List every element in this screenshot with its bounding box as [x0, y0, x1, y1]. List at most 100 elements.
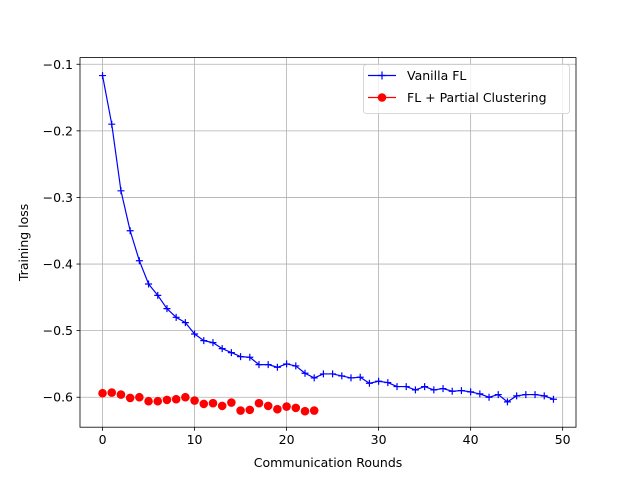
legend-label-vanilla-fl: Vanilla FL — [407, 68, 466, 83]
data-point-vanilla-fl — [163, 305, 171, 313]
data-point-vanilla-fl — [200, 337, 208, 345]
legend: Vanilla FL FL + Partial Clustering — [363, 64, 570, 114]
data-point-vanilla-fl — [292, 362, 300, 370]
data-point-vanilla-fl — [513, 392, 521, 400]
data-point-fl-partial-clustering — [309, 406, 319, 415]
data-point-vanilla-fl — [375, 377, 383, 385]
data-point-vanilla-fl — [283, 360, 291, 368]
data-point-vanilla-fl — [356, 373, 364, 381]
data-point-fl-partial-clustering — [208, 398, 218, 408]
data-point-fl-partial-clustering — [245, 405, 255, 415]
y-tick-label: −0.2 — [43, 123, 73, 138]
legend-label-partial-clustering: FL + Partial Clustering — [407, 90, 547, 105]
data-point-vanilla-fl — [218, 345, 226, 353]
data-point-vanilla-fl — [531, 391, 539, 399]
x-tick-label: 40 — [463, 432, 479, 447]
y-tick-label: −0.4 — [43, 257, 73, 272]
data-point-vanilla-fl — [421, 383, 429, 391]
data-point-fl-partial-clustering — [300, 406, 310, 416]
data-point-vanilla-fl — [264, 361, 272, 369]
legend-marker-partial-clustering — [377, 93, 387, 102]
data-point-fl-partial-clustering — [153, 396, 163, 406]
data-point-vanilla-fl — [393, 383, 401, 391]
legend-marker-vanilla-fl — [378, 71, 386, 80]
data-point-vanilla-fl — [347, 374, 355, 382]
data-point-vanilla-fl — [246, 353, 254, 361]
plot-frame — [79, 57, 577, 428]
x-tick-label: 30 — [371, 432, 387, 447]
data-point-fl-partial-clustering — [125, 393, 135, 403]
y-tick-label: −0.5 — [43, 323, 73, 338]
data-point-vanilla-fl — [145, 280, 153, 288]
data-point-fl-partial-clustering — [98, 388, 107, 398]
x-tick-label: 50 — [555, 432, 571, 447]
plot-series — [98, 72, 557, 416]
data-point-vanilla-fl — [329, 370, 337, 378]
data-point-vanilla-fl — [209, 339, 217, 347]
data-point-vanilla-fl — [430, 386, 438, 394]
data-point-vanilla-fl — [365, 379, 373, 387]
data-point-fl-partial-clustering — [282, 402, 291, 411]
data-point-vanilla-fl — [301, 369, 309, 377]
y-tick-label: −0.6 — [43, 390, 73, 405]
data-point-vanilla-fl — [273, 363, 281, 371]
data-point-fl-partial-clustering — [171, 394, 181, 404]
data-point-fl-partial-clustering — [227, 398, 236, 407]
data-point-fl-partial-clustering — [199, 399, 209, 409]
data-point-vanilla-fl — [135, 257, 143, 265]
data-point-vanilla-fl — [227, 349, 235, 357]
data-point-vanilla-fl — [338, 372, 346, 380]
data-point-fl-partial-clustering — [273, 404, 282, 414]
x-tick-label: 10 — [187, 432, 203, 447]
data-point-fl-partial-clustering — [107, 388, 117, 397]
data-point-vanilla-fl — [402, 383, 410, 391]
data-point-vanilla-fl — [126, 227, 134, 235]
data-point-fl-partial-clustering — [217, 401, 227, 411]
data-point-vanilla-fl — [384, 379, 392, 387]
data-point-vanilla-fl — [411, 386, 419, 394]
data-point-vanilla-fl — [540, 392, 548, 400]
data-point-fl-partial-clustering — [263, 401, 273, 411]
data-point-vanilla-fl — [108, 120, 116, 128]
data-point-vanilla-fl — [549, 395, 557, 403]
data-point-vanilla-fl — [457, 387, 465, 395]
x-axis-label: Communication Rounds — [254, 455, 403, 470]
data-point-vanilla-fl — [154, 291, 162, 299]
data-point-vanilla-fl — [494, 391, 502, 399]
data-point-fl-partial-clustering — [181, 392, 190, 402]
data-point-vanilla-fl — [439, 385, 447, 393]
y-axis-label: Training loss — [16, 204, 31, 282]
data-point-vanilla-fl — [476, 390, 484, 398]
data-point-vanilla-fl — [485, 393, 493, 401]
data-point-fl-partial-clustering — [291, 403, 301, 413]
y-tick-label: −0.1 — [43, 57, 73, 72]
series-line-vanilla-fl — [101, 75, 554, 403]
data-point-fl-partial-clustering — [116, 390, 126, 399]
data-point-vanilla-fl — [503, 398, 511, 406]
data-point-vanilla-fl — [467, 388, 475, 396]
x-tick-label: 20 — [279, 432, 295, 447]
data-point-vanilla-fl — [191, 330, 199, 338]
data-point-fl-partial-clustering — [190, 396, 199, 405]
axis-ticks: 0 10 20 30 40 50 −0.6 −0.5 −0.4 −0.3 −0.2 −0.1 — [43, 57, 571, 447]
data-point-fl-partial-clustering — [236, 406, 245, 415]
data-point-vanilla-fl — [99, 72, 107, 80]
y-tick-label: −0.3 — [43, 190, 73, 205]
data-point-vanilla-fl — [319, 370, 327, 378]
grid-lines — [80, 57, 576, 428]
legend-box — [363, 64, 570, 114]
data-point-vanilla-fl — [310, 374, 318, 382]
data-point-fl-partial-clustering — [162, 395, 172, 405]
data-point-vanilla-fl — [255, 361, 263, 369]
x-tick-label: 0 — [99, 432, 107, 447]
data-point-vanilla-fl — [522, 391, 530, 399]
data-point-vanilla-fl — [237, 353, 245, 361]
data-point-vanilla-fl — [172, 313, 180, 321]
data-point-vanilla-fl — [181, 319, 189, 327]
data-point-fl-partial-clustering — [144, 396, 153, 406]
data-point-fl-partial-clustering — [135, 392, 144, 402]
data-point-vanilla-fl — [448, 387, 456, 395]
data-point-fl-partial-clustering — [254, 398, 264, 408]
data-point-vanilla-fl — [117, 187, 125, 195]
